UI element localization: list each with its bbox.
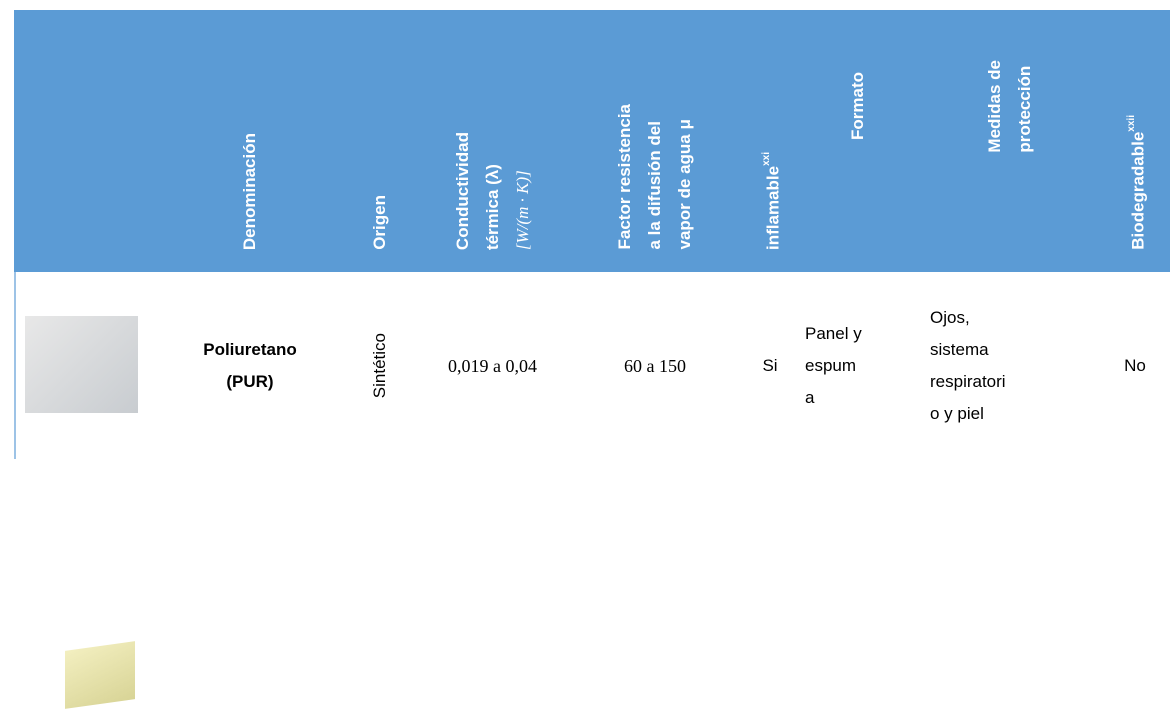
text-line: a bbox=[805, 387, 815, 407]
data-cell: Ojos, sistema respiratori o y piel bbox=[920, 272, 1100, 459]
header-cell: Medidas de protección bbox=[920, 10, 1100, 272]
header-text: Medidas de protección bbox=[980, 60, 1040, 153]
data-cell: Poliuretano (PUR) bbox=[160, 272, 340, 459]
text-line: inflamablexxi bbox=[752, 152, 789, 250]
text-line: [W/(m · K)] bbox=[512, 170, 532, 250]
text-line: a la difusión del bbox=[645, 121, 664, 250]
header-cell: Formato bbox=[795, 10, 920, 272]
header-cell: Factor resistencia a la difusión del vapor… bbox=[565, 10, 745, 272]
cell-text: Poliuretano (PUR) bbox=[203, 334, 297, 398]
text-line: No bbox=[1124, 355, 1146, 375]
header-text: Biodegradablexxii bbox=[1117, 115, 1154, 250]
text-line: sistema bbox=[930, 339, 989, 359]
cell-text: No bbox=[1124, 350, 1146, 382]
data-cell: Sintético bbox=[340, 272, 420, 459]
text-line: térmica (λ) bbox=[482, 164, 502, 250]
text-line: Biodegradablexxii bbox=[1117, 115, 1154, 250]
text-line: Conductividad bbox=[452, 131, 472, 250]
data-cell: Panel y espum a bbox=[795, 272, 920, 459]
text-line: Si bbox=[762, 355, 778, 375]
text-line: espum bbox=[805, 355, 857, 375]
header-cell: Origen bbox=[340, 10, 420, 272]
text-line: Factor resistencia bbox=[615, 104, 634, 250]
cell-text: Panel y espum a bbox=[805, 318, 900, 414]
header-row bbox=[14, 10, 1170, 272]
table-border bbox=[14, 272, 16, 459]
material-photo bbox=[25, 316, 138, 709]
text-line: Ojos, bbox=[930, 307, 970, 327]
text: inflamable bbox=[763, 165, 783, 250]
data-cell: No bbox=[1100, 272, 1170, 459]
text-line: (PUR) bbox=[226, 371, 274, 391]
header-cell: inflamablexxi bbox=[745, 10, 795, 272]
header-text: Conductividad térmica (λ) [W/(m · K)] bbox=[448, 132, 538, 250]
data-cell: 60 a 150 bbox=[565, 272, 745, 459]
text-line: Formato bbox=[847, 72, 867, 140]
header-cell: Biodegradablexxii bbox=[1100, 10, 1170, 272]
header-text: Factor resistencia a la difusión del vapor… bbox=[610, 104, 700, 250]
superscript: xxi bbox=[760, 152, 772, 166]
text-line: Panel y bbox=[805, 323, 862, 343]
data-cell: 0,019 a 0,04 bbox=[420, 272, 565, 459]
text-line: Denominación bbox=[240, 132, 259, 250]
superscript: xxii bbox=[1125, 115, 1137, 132]
data-cell: Si bbox=[745, 272, 795, 459]
cell-text: Sintético bbox=[364, 333, 396, 398]
text-line: Origen bbox=[370, 195, 389, 250]
foam-block bbox=[65, 641, 135, 709]
text-line: protección bbox=[1015, 65, 1034, 153]
cell-text: 0,019 a 0,04 bbox=[448, 350, 537, 382]
text-line: Poliuretano bbox=[203, 339, 297, 359]
header-text: Formato bbox=[843, 72, 873, 140]
text-line: 60 a 150 bbox=[624, 355, 686, 376]
header-text: inflamablexxi bbox=[752, 152, 789, 250]
text: Biodegradable bbox=[1128, 131, 1148, 250]
text-line: vapor de agua μ bbox=[675, 119, 694, 250]
header-cell: Conductividad térmica (λ) [W/(m · K)] bbox=[420, 10, 565, 272]
cell-text: Si bbox=[762, 350, 777, 382]
header-text: Denominación bbox=[235, 133, 265, 250]
text-line: Sintético bbox=[370, 332, 389, 399]
text-line: Medidas de bbox=[985, 59, 1004, 153]
cell-text: Ojos, sistema respiratori o y piel bbox=[930, 302, 1080, 430]
cell-text: 60 a 150 bbox=[624, 350, 686, 382]
text-line: respiratori bbox=[930, 371, 1006, 391]
page: Denominación Origen Conductividad térmica (… bbox=[14, 10, 1170, 709]
text-line: 0,019 a 0,04 bbox=[448, 355, 537, 376]
header-cell: Denominación bbox=[160, 10, 340, 272]
text-line: o y piel bbox=[930, 403, 984, 423]
header-text: Origen bbox=[365, 195, 395, 250]
